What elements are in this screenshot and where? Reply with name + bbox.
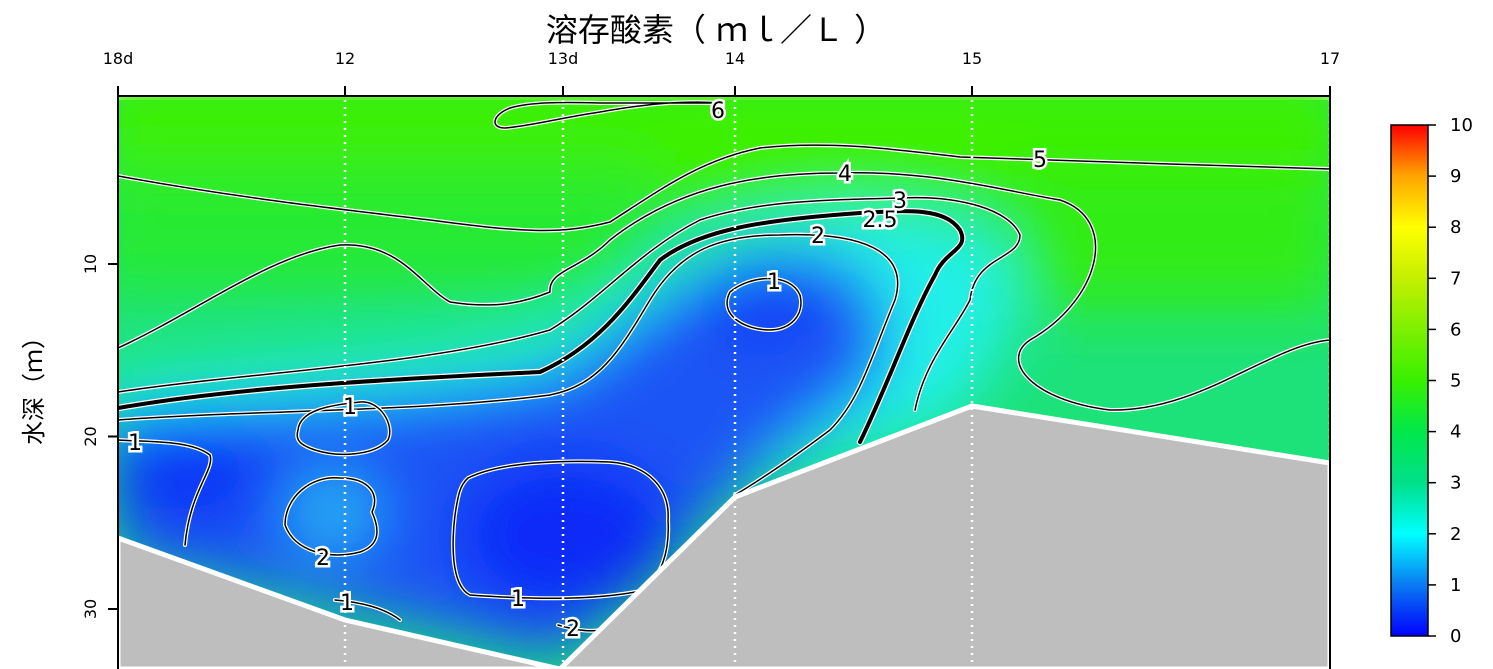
contour-label: 2 [316,546,330,571]
y-tick-label-30: 30 [81,599,100,619]
contour-label: 1 [128,431,142,456]
colorbar-gradient [1390,124,1429,637]
contour-1-left-upper [296,401,391,456]
x-tick-label-15: 15 [962,49,982,68]
colorbar-tick-label-5: 5 [1450,371,1461,392]
contour-2-left [284,477,378,556]
field-core-blue-a [455,455,675,615]
contour-1-left [118,439,212,546]
contour-label: 1 [340,591,354,616]
colorbar-tick-label-10: 10 [1450,115,1473,136]
contour-label: 1 [767,270,781,295]
y-axis-label: 水深（ｍ） [20,325,48,445]
contour-label: 2.5 [863,208,898,233]
contour-5 [118,144,1330,232]
contour-3 [118,196,1021,411]
contour-lines [118,100,1330,633]
contour-1-bottom [334,599,401,621]
axes [117,95,1331,669]
contour-label: 1 [343,395,357,420]
colorbar-tick-label-9: 9 [1450,166,1461,187]
contour-6 [494,101,721,129]
field-core-blue-b [118,410,265,530]
colorbar-tick-label-2: 2 [1450,524,1461,545]
colorbar: 0 1 2 3 4 5 6 7 8 9 10 [1390,115,1473,647]
contour-label: 2 [566,617,580,642]
field-deep-blue [118,250,886,660]
x-tick-label-17: 17 [1320,49,1340,68]
x-tick-label-13d: 13d [548,49,579,68]
x-tick-label-12: 12 [335,49,355,68]
contour-2.5 [118,209,965,444]
contour-2 [118,233,899,496]
colorbar-tick-label-4: 4 [1450,422,1461,443]
y-axis-ticks: 10 20 30 [81,254,118,619]
chart-title: 溶存酸素（ ｍｌ／Ｌ ） [546,11,886,49]
colorbar-tick-label-3: 3 [1450,473,1461,494]
contour-4 [118,171,1330,411]
contour-label: 1 [511,587,525,612]
y-tick-label-20: 20 [81,426,100,446]
field-east-green [1000,170,1330,310]
field-light-patch [287,472,377,552]
field-core-blue-c [705,270,815,340]
colorbar-ticks: 0 1 2 3 4 5 6 7 8 9 10 [1428,115,1473,647]
colorbar-tick-label-7: 7 [1450,268,1461,289]
x-tick-label-14: 14 [725,49,745,68]
colorbar-tick-label-8: 8 [1450,217,1461,238]
contour-label: 4 [838,162,852,187]
x-tick-label-18d: 18d [103,49,134,68]
y-tick-label-10: 10 [81,254,100,274]
seafloor [115,403,1333,669]
contour-label: 3 [893,189,907,214]
contour-label: 2 [811,224,825,249]
colorbar-tick-label-6: 6 [1450,319,1461,340]
colorbar-tick-label-1: 1 [1450,575,1461,596]
x-axis-ticks: 18d 12 13d 14 15 17 [103,49,1340,96]
colorbar-tick-label-0: 0 [1450,626,1461,647]
contour-label: 6 [711,99,725,124]
contour-label: 5 [1033,148,1047,173]
